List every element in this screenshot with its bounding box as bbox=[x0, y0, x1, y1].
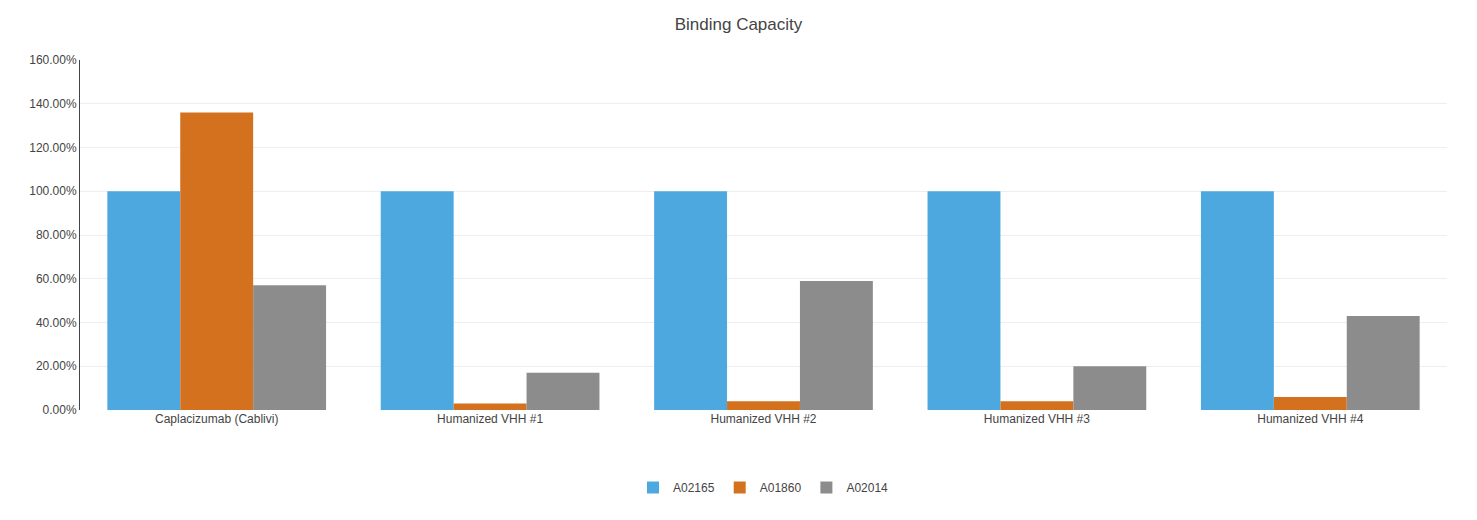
svg-text:Humanized VHH #2: Humanized VHH #2 bbox=[710, 412, 816, 426]
svg-text:120.00%: 120.00% bbox=[29, 141, 77, 155]
svg-text:40.00%: 40.00% bbox=[36, 316, 77, 330]
svg-text:20.00%: 20.00% bbox=[36, 359, 77, 373]
svg-text:A01860: A01860 bbox=[760, 481, 802, 495]
svg-text:60.00%: 60.00% bbox=[36, 272, 77, 286]
svg-text:140.00%: 140.00% bbox=[29, 97, 77, 111]
svg-text:0.00%: 0.00% bbox=[43, 403, 77, 417]
svg-text:Humanized VHH #4: Humanized VHH #4 bbox=[1257, 412, 1363, 426]
svg-text:100.00%: 100.00% bbox=[29, 184, 77, 198]
svg-text:80.00%: 80.00% bbox=[36, 228, 77, 242]
svg-text:A02014: A02014 bbox=[846, 481, 888, 495]
svg-text:A02165: A02165 bbox=[673, 481, 715, 495]
svg-text:Humanized VHH #1: Humanized VHH #1 bbox=[437, 412, 543, 426]
svg-text:Binding Capacity: Binding Capacity bbox=[675, 15, 803, 34]
svg-text:Humanized VHH #3: Humanized VHH #3 bbox=[984, 412, 1090, 426]
svg-text:160.00%: 160.00% bbox=[29, 53, 77, 67]
svg-text:Caplacizumab (Cablivi): Caplacizumab (Cablivi) bbox=[155, 412, 278, 426]
